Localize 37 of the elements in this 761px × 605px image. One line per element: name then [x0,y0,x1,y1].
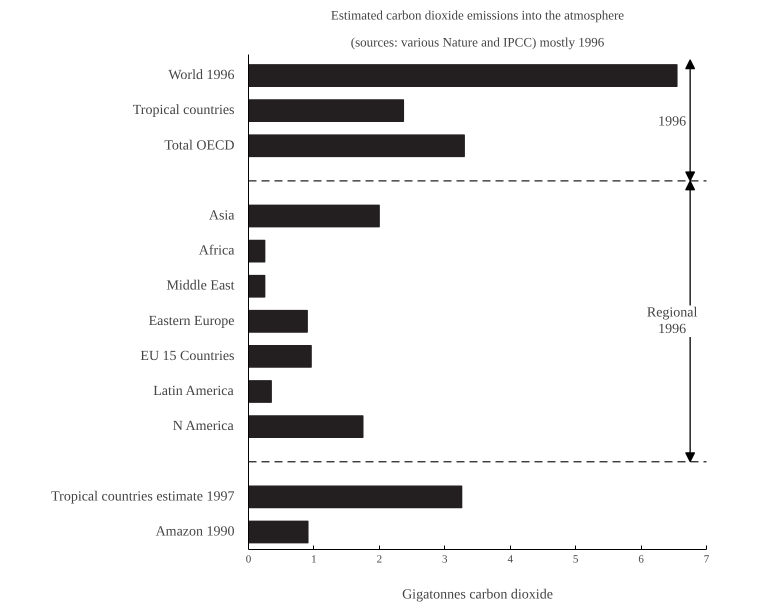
bar [248,380,272,403]
y-tick-label: Middle East [166,278,235,294]
y-tick-label: Tropical countries [132,103,235,118]
annotation: 1996 [658,114,686,130]
y-tick-label: World 1996 [168,68,235,84]
bar [248,520,309,544]
y-tick-label: Total OECD [164,138,235,154]
x-tick-label: 7 [704,554,710,566]
y-tick-label: Eastern Europe [148,314,235,329]
bar [248,415,364,438]
x-tick-label: 5 [572,554,579,566]
bar [248,240,266,262]
chart-subtitle: (sources: various Nature and IPCC) mostly 1996 [350,34,605,50]
y-tick-label: Tropical countries estimate 1997 [51,489,235,504]
x-tick-label: 0 [246,554,252,566]
y-tick-label: EU 15 Countries [140,348,235,364]
y-tick-label: Asia [208,208,236,224]
bar [248,310,308,333]
x-tick-label: 1 [311,554,317,566]
y-tick-label: Africa [198,244,236,259]
chart-title: Estimated carbon dioxide emissions into the atmosphere [330,8,624,22]
bar [248,274,266,298]
annotation: Regional 1996 [646,306,698,338]
y-tick-label: Amazon 1990 [156,524,235,540]
bar [248,345,312,368]
bar [248,64,678,87]
x-tick-label: 2 [376,554,382,566]
x-tick-label: 4 [507,554,514,566]
x-axis-title: Gigatonnes carbon dioxide [402,588,553,602]
bar [248,134,465,158]
x-tick-label: 3 [442,554,448,566]
x-tick-label: 6 [638,554,644,566]
y-tick-label: Latin America [153,384,235,400]
bar [248,485,462,508]
bar [248,99,404,122]
y-tick-label: N America [172,419,235,434]
bar [248,204,380,228]
